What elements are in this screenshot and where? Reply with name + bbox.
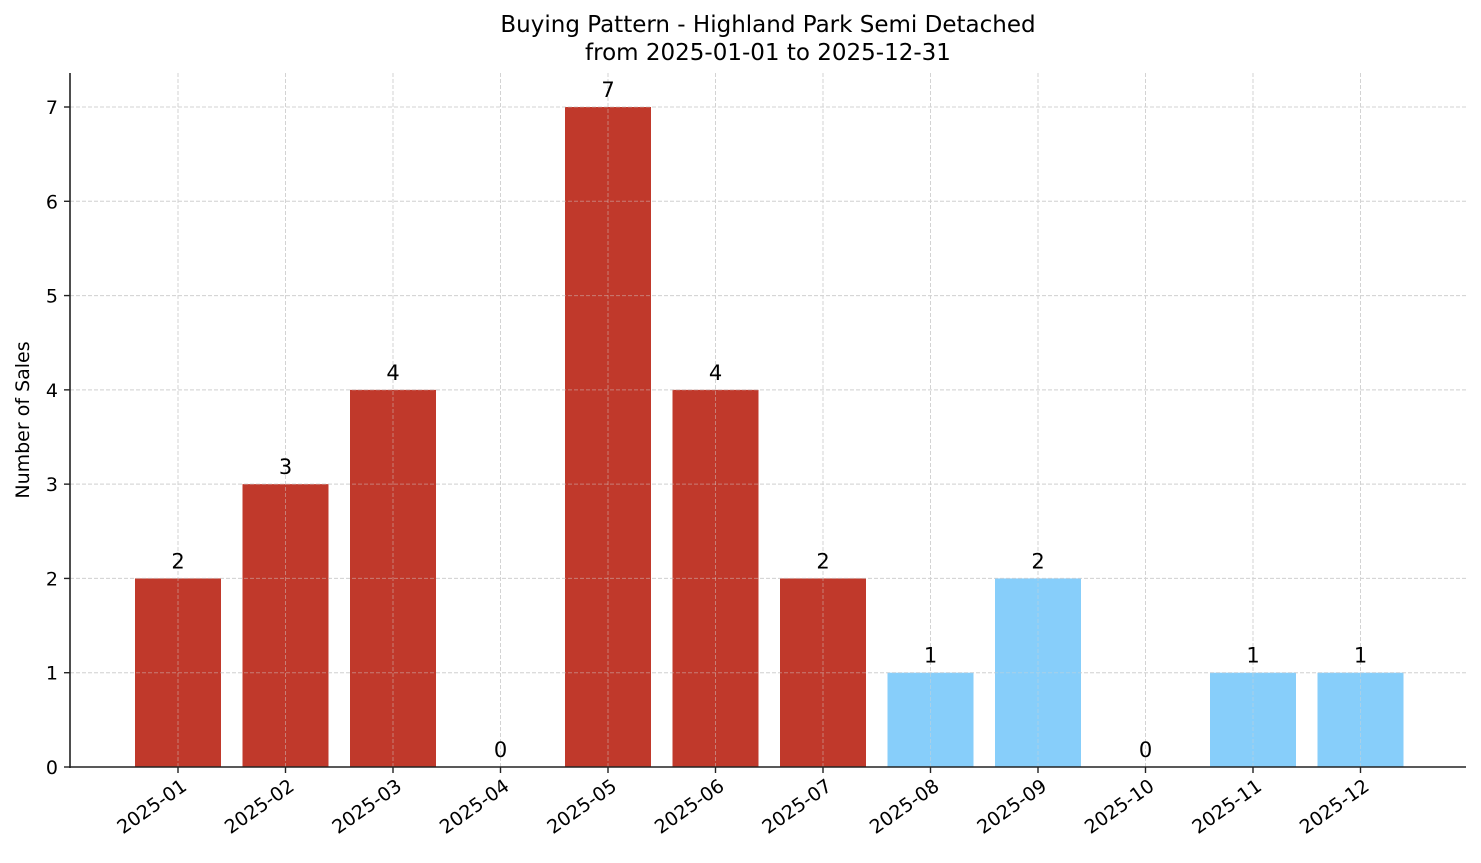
value-label: 1 bbox=[924, 644, 937, 668]
x-tick-label: 2025-05 bbox=[543, 775, 621, 839]
x-tick-label: 2025-06 bbox=[651, 775, 729, 839]
y-tick-label: 6 bbox=[46, 191, 58, 213]
bar-2025-05 bbox=[565, 107, 651, 767]
value-label: 4 bbox=[386, 361, 399, 385]
bars bbox=[135, 107, 1404, 767]
value-label: 0 bbox=[1139, 738, 1152, 762]
x-tick-label: 2025-02 bbox=[221, 775, 299, 839]
value-labels: 2 3 4 0 7 4 2 1 2 0 1 1 bbox=[171, 78, 1367, 762]
bar-2025-01 bbox=[135, 578, 221, 767]
bar-2025-02 bbox=[242, 484, 329, 767]
x-tick-label: 2025-03 bbox=[328, 775, 406, 839]
bar-2025-08 bbox=[887, 672, 974, 767]
value-label: 7 bbox=[601, 78, 614, 102]
chart-title: Buying Pattern - Highland Park Semi Deta… bbox=[500, 12, 1036, 38]
bar-2025-06 bbox=[672, 389, 759, 767]
y-tick-label: 3 bbox=[46, 474, 58, 496]
bar-2025-07 bbox=[780, 578, 866, 767]
grid-lines-overlay bbox=[70, 73, 1466, 767]
y-tick-label: 0 bbox=[46, 757, 58, 779]
x-tick-label: 2025-12 bbox=[1296, 775, 1374, 839]
x-tick-label: 2025-11 bbox=[1188, 775, 1266, 839]
y-tick-label: 4 bbox=[46, 380, 58, 402]
x-tick-label: 2025-10 bbox=[1081, 775, 1159, 839]
value-label: 3 bbox=[279, 455, 292, 479]
value-label: 0 bbox=[494, 738, 507, 762]
value-label: 2 bbox=[816, 549, 829, 573]
x-tick-label: 2025-08 bbox=[866, 775, 944, 839]
y-tick-label: 7 bbox=[46, 97, 58, 119]
y-tick-label: 5 bbox=[46, 286, 58, 308]
x-tick-label: 2025-01 bbox=[113, 775, 191, 839]
chart-subtitle: from 2025-01-01 to 2025-12-31 bbox=[585, 40, 951, 66]
bar-2025-12 bbox=[1317, 672, 1404, 767]
x-tick-label: 2025-09 bbox=[973, 775, 1051, 839]
bar-2025-03 bbox=[350, 389, 436, 767]
value-label: 4 bbox=[709, 361, 722, 385]
x-tick-label: 2025-07 bbox=[758, 775, 836, 839]
value-label: 2 bbox=[171, 549, 184, 573]
y-tick-label: 1 bbox=[46, 663, 58, 685]
value-label: 1 bbox=[1246, 644, 1259, 668]
bar-2025-11 bbox=[1210, 672, 1296, 767]
bar-2025-09 bbox=[995, 578, 1081, 767]
value-label: 2 bbox=[1031, 549, 1044, 573]
x-tick-label: 2025-04 bbox=[436, 775, 514, 839]
y-tick-label: 2 bbox=[46, 568, 58, 590]
value-label: 1 bbox=[1354, 644, 1367, 668]
